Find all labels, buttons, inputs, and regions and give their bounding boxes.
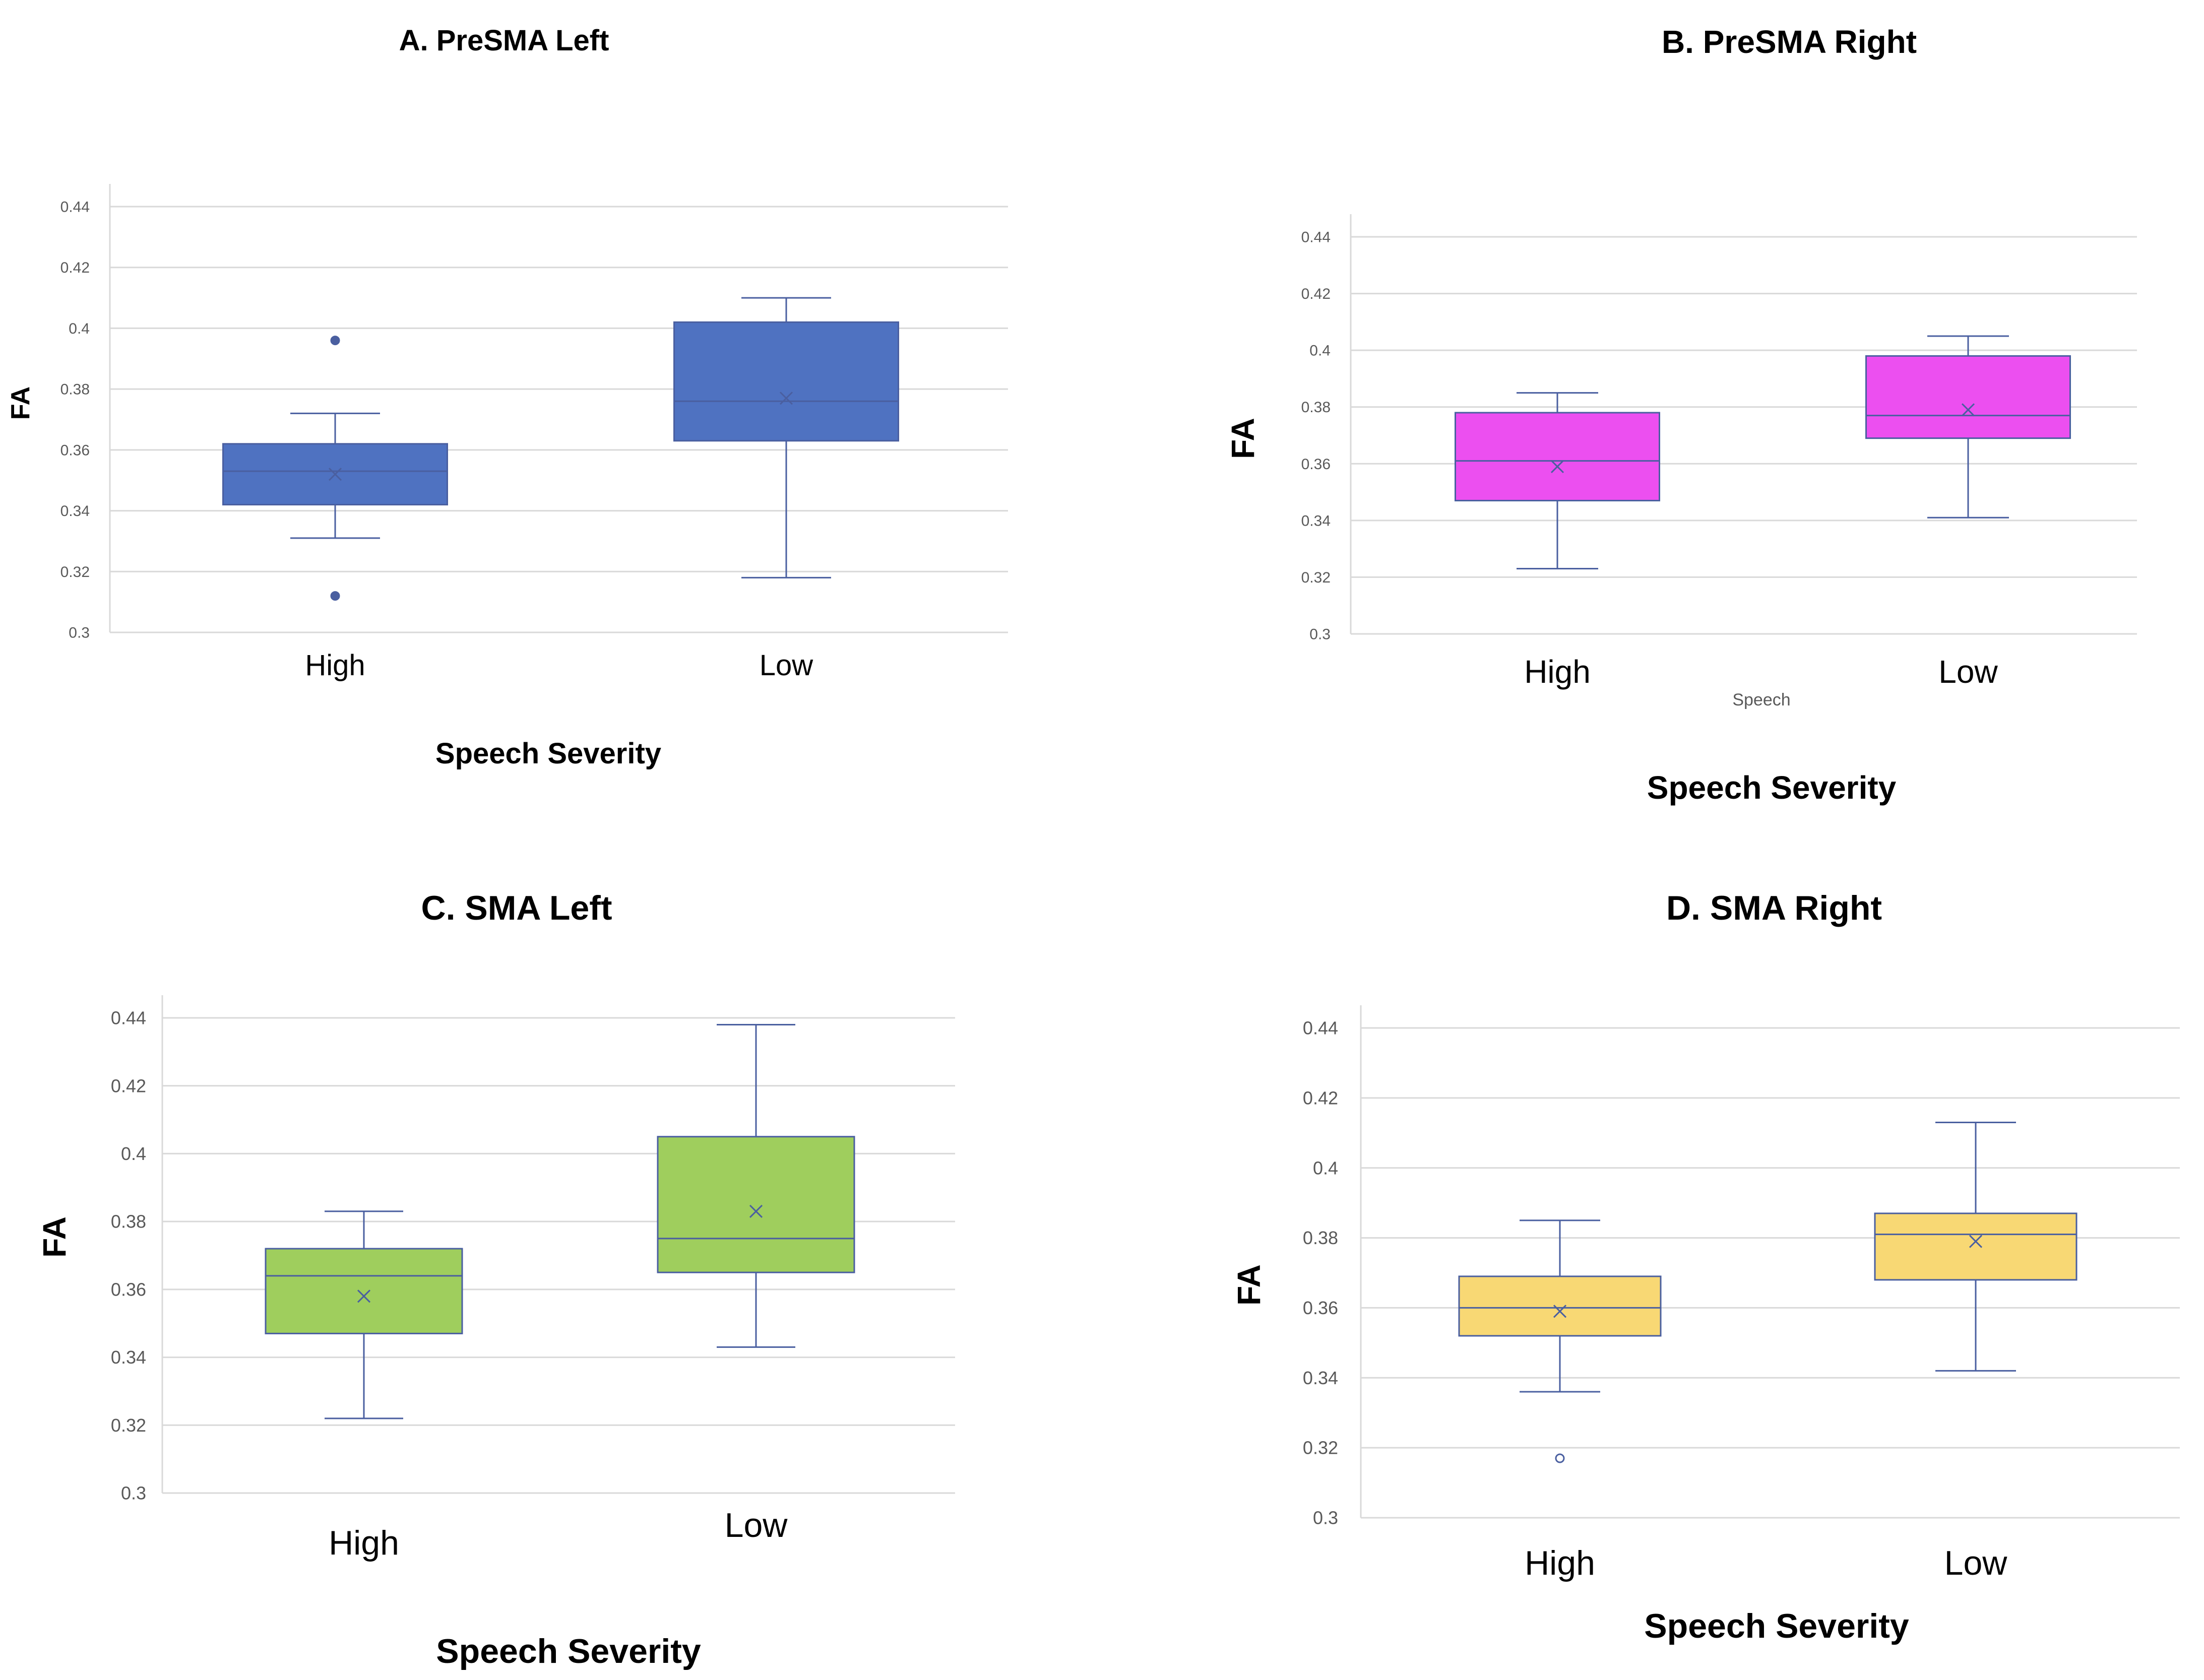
iqr-box bbox=[1455, 412, 1660, 501]
y-tick-label: 0.42 bbox=[60, 260, 90, 276]
x-axis-label: Speech Severity bbox=[435, 737, 661, 770]
x-axis-label: Speech Severity bbox=[1647, 769, 1897, 806]
chart-title: D. SMA Right bbox=[1666, 889, 1882, 927]
y-tick-label: 0.34 bbox=[111, 1347, 146, 1368]
mean-marker bbox=[1550, 460, 1564, 473]
box-high bbox=[222, 336, 448, 601]
y-tick-label: 0.34 bbox=[60, 503, 90, 520]
y-tick-label: 0.36 bbox=[111, 1279, 146, 1300]
y-tick-label: 0.4 bbox=[1309, 343, 1331, 359]
iqr-box bbox=[657, 1136, 855, 1273]
y-tick-label: 0.3 bbox=[1309, 626, 1331, 643]
y-tick-label: 0.32 bbox=[1303, 1438, 1338, 1458]
y-tick-label: 0.38 bbox=[111, 1211, 146, 1232]
y-tick-label: 0.44 bbox=[1301, 229, 1331, 246]
x-tick-label: Low bbox=[760, 649, 814, 682]
y-tick-label: 0.44 bbox=[111, 1008, 146, 1028]
y-axis-label: FA bbox=[1225, 418, 1261, 459]
x-tick-label: Low bbox=[1944, 1544, 2008, 1582]
y-axis-label: FA bbox=[36, 1216, 73, 1258]
y-tick-label: 0.44 bbox=[1303, 1018, 1338, 1039]
chart-title: A. PreSMA Left bbox=[399, 24, 609, 57]
x-tick-label: High bbox=[1524, 654, 1591, 690]
y-tick-label: 0.38 bbox=[1301, 399, 1331, 416]
box-high bbox=[265, 1210, 463, 1419]
mean-marker bbox=[1969, 1235, 1983, 1248]
iqr-box bbox=[1865, 355, 2071, 439]
chart-panel-4: D. SMA Right 0.3 0.32 0.34 0.36 0.38 0.4 0.42 0.… bbox=[1231, 889, 2180, 1645]
y-tick-label: 0.3 bbox=[121, 1483, 146, 1504]
mean-marker bbox=[357, 1289, 371, 1303]
outlier-point bbox=[1555, 1453, 1565, 1463]
y-tick-label: 0.4 bbox=[69, 320, 90, 337]
mean-marker-stroke bbox=[749, 1204, 763, 1218]
box-low bbox=[657, 1023, 855, 1348]
outlier-point bbox=[330, 336, 340, 346]
iqr-box bbox=[673, 321, 899, 442]
y-tick-label: 0.42 bbox=[1301, 286, 1331, 302]
y-tick-label: 0.32 bbox=[60, 564, 90, 580]
y-tick-label: 0.32 bbox=[1301, 569, 1331, 586]
x-tick-label: High bbox=[1525, 1544, 1595, 1582]
iqr-box bbox=[265, 1248, 463, 1334]
y-tick-label: 0.34 bbox=[1301, 512, 1331, 529]
chart-title: B. PreSMA Right bbox=[1662, 24, 1917, 60]
mean-marker-stroke bbox=[779, 392, 793, 405]
mean-marker bbox=[1553, 1305, 1567, 1318]
x-tick-label: Low bbox=[1938, 654, 1998, 690]
x-axis-label: Speech Severity bbox=[1644, 1607, 1909, 1645]
x-axis-sub-label: Speech bbox=[1732, 690, 1790, 709]
outlier-point bbox=[330, 591, 340, 601]
y-tick-label: 0.32 bbox=[111, 1415, 146, 1436]
x-tick-label: High bbox=[305, 649, 365, 682]
y-axis-label: FA bbox=[1231, 1264, 1267, 1306]
y-tick-label: 0.38 bbox=[60, 381, 90, 398]
mean-marker-stroke bbox=[1969, 1235, 1983, 1248]
mean-marker bbox=[749, 1204, 763, 1218]
y-tick-label: 0.3 bbox=[1313, 1508, 1338, 1528]
mean-marker-stroke bbox=[357, 1289, 371, 1303]
y-tick-label: 0.42 bbox=[111, 1075, 146, 1096]
box-high bbox=[1455, 392, 1660, 570]
box-low bbox=[673, 297, 899, 578]
y-tick-label: 0.34 bbox=[1303, 1368, 1338, 1388]
y-tick-label: 0.44 bbox=[60, 199, 90, 216]
y-tick-label: 0.4 bbox=[121, 1143, 146, 1164]
mean-marker-stroke bbox=[1550, 460, 1564, 473]
y-tick-label: 0.38 bbox=[1303, 1227, 1338, 1248]
box-low bbox=[1874, 1121, 2077, 1372]
mean-marker-stroke bbox=[1961, 403, 1975, 417]
chart-panel-1: A. PreSMA Left 0.3 0.32 0.34 0.36 0.38 0.4 0.42… bbox=[6, 24, 1008, 770]
box-high bbox=[1458, 1219, 1662, 1463]
box-low bbox=[1865, 335, 2071, 519]
x-tick-label: Low bbox=[725, 1506, 788, 1544]
y-tick-label: 0.36 bbox=[1301, 456, 1331, 473]
chart-panel-3: C. SMA Left 0.3 0.32 0.34 0.36 0.38 0.4 0.42 0.4… bbox=[36, 889, 955, 1670]
mean-marker-stroke bbox=[328, 468, 342, 481]
x-tick-label: High bbox=[329, 1524, 399, 1562]
y-tick-label: 0.36 bbox=[60, 442, 90, 459]
mean-marker bbox=[779, 392, 793, 405]
x-axis-label: Speech Severity bbox=[436, 1632, 701, 1670]
mean-marker-stroke bbox=[1553, 1305, 1567, 1318]
y-tick-label: 0.36 bbox=[1303, 1298, 1338, 1318]
chart-panel-2: B. PreSMA Right 0.3 0.32 0.34 0.36 0.38 0.4 0.4… bbox=[1225, 24, 2137, 806]
y-tick-label: 0.3 bbox=[69, 625, 90, 641]
y-tick-label: 0.4 bbox=[1313, 1157, 1338, 1178]
iqr-box bbox=[1874, 1212, 2077, 1281]
chart-title: C. SMA Left bbox=[421, 889, 612, 927]
y-tick-label: 0.42 bbox=[1303, 1087, 1338, 1108]
y-axis-label: FA bbox=[6, 386, 35, 420]
iqr-box bbox=[1458, 1275, 1662, 1337]
mean-marker bbox=[328, 468, 342, 481]
mean-marker bbox=[1961, 403, 1975, 417]
